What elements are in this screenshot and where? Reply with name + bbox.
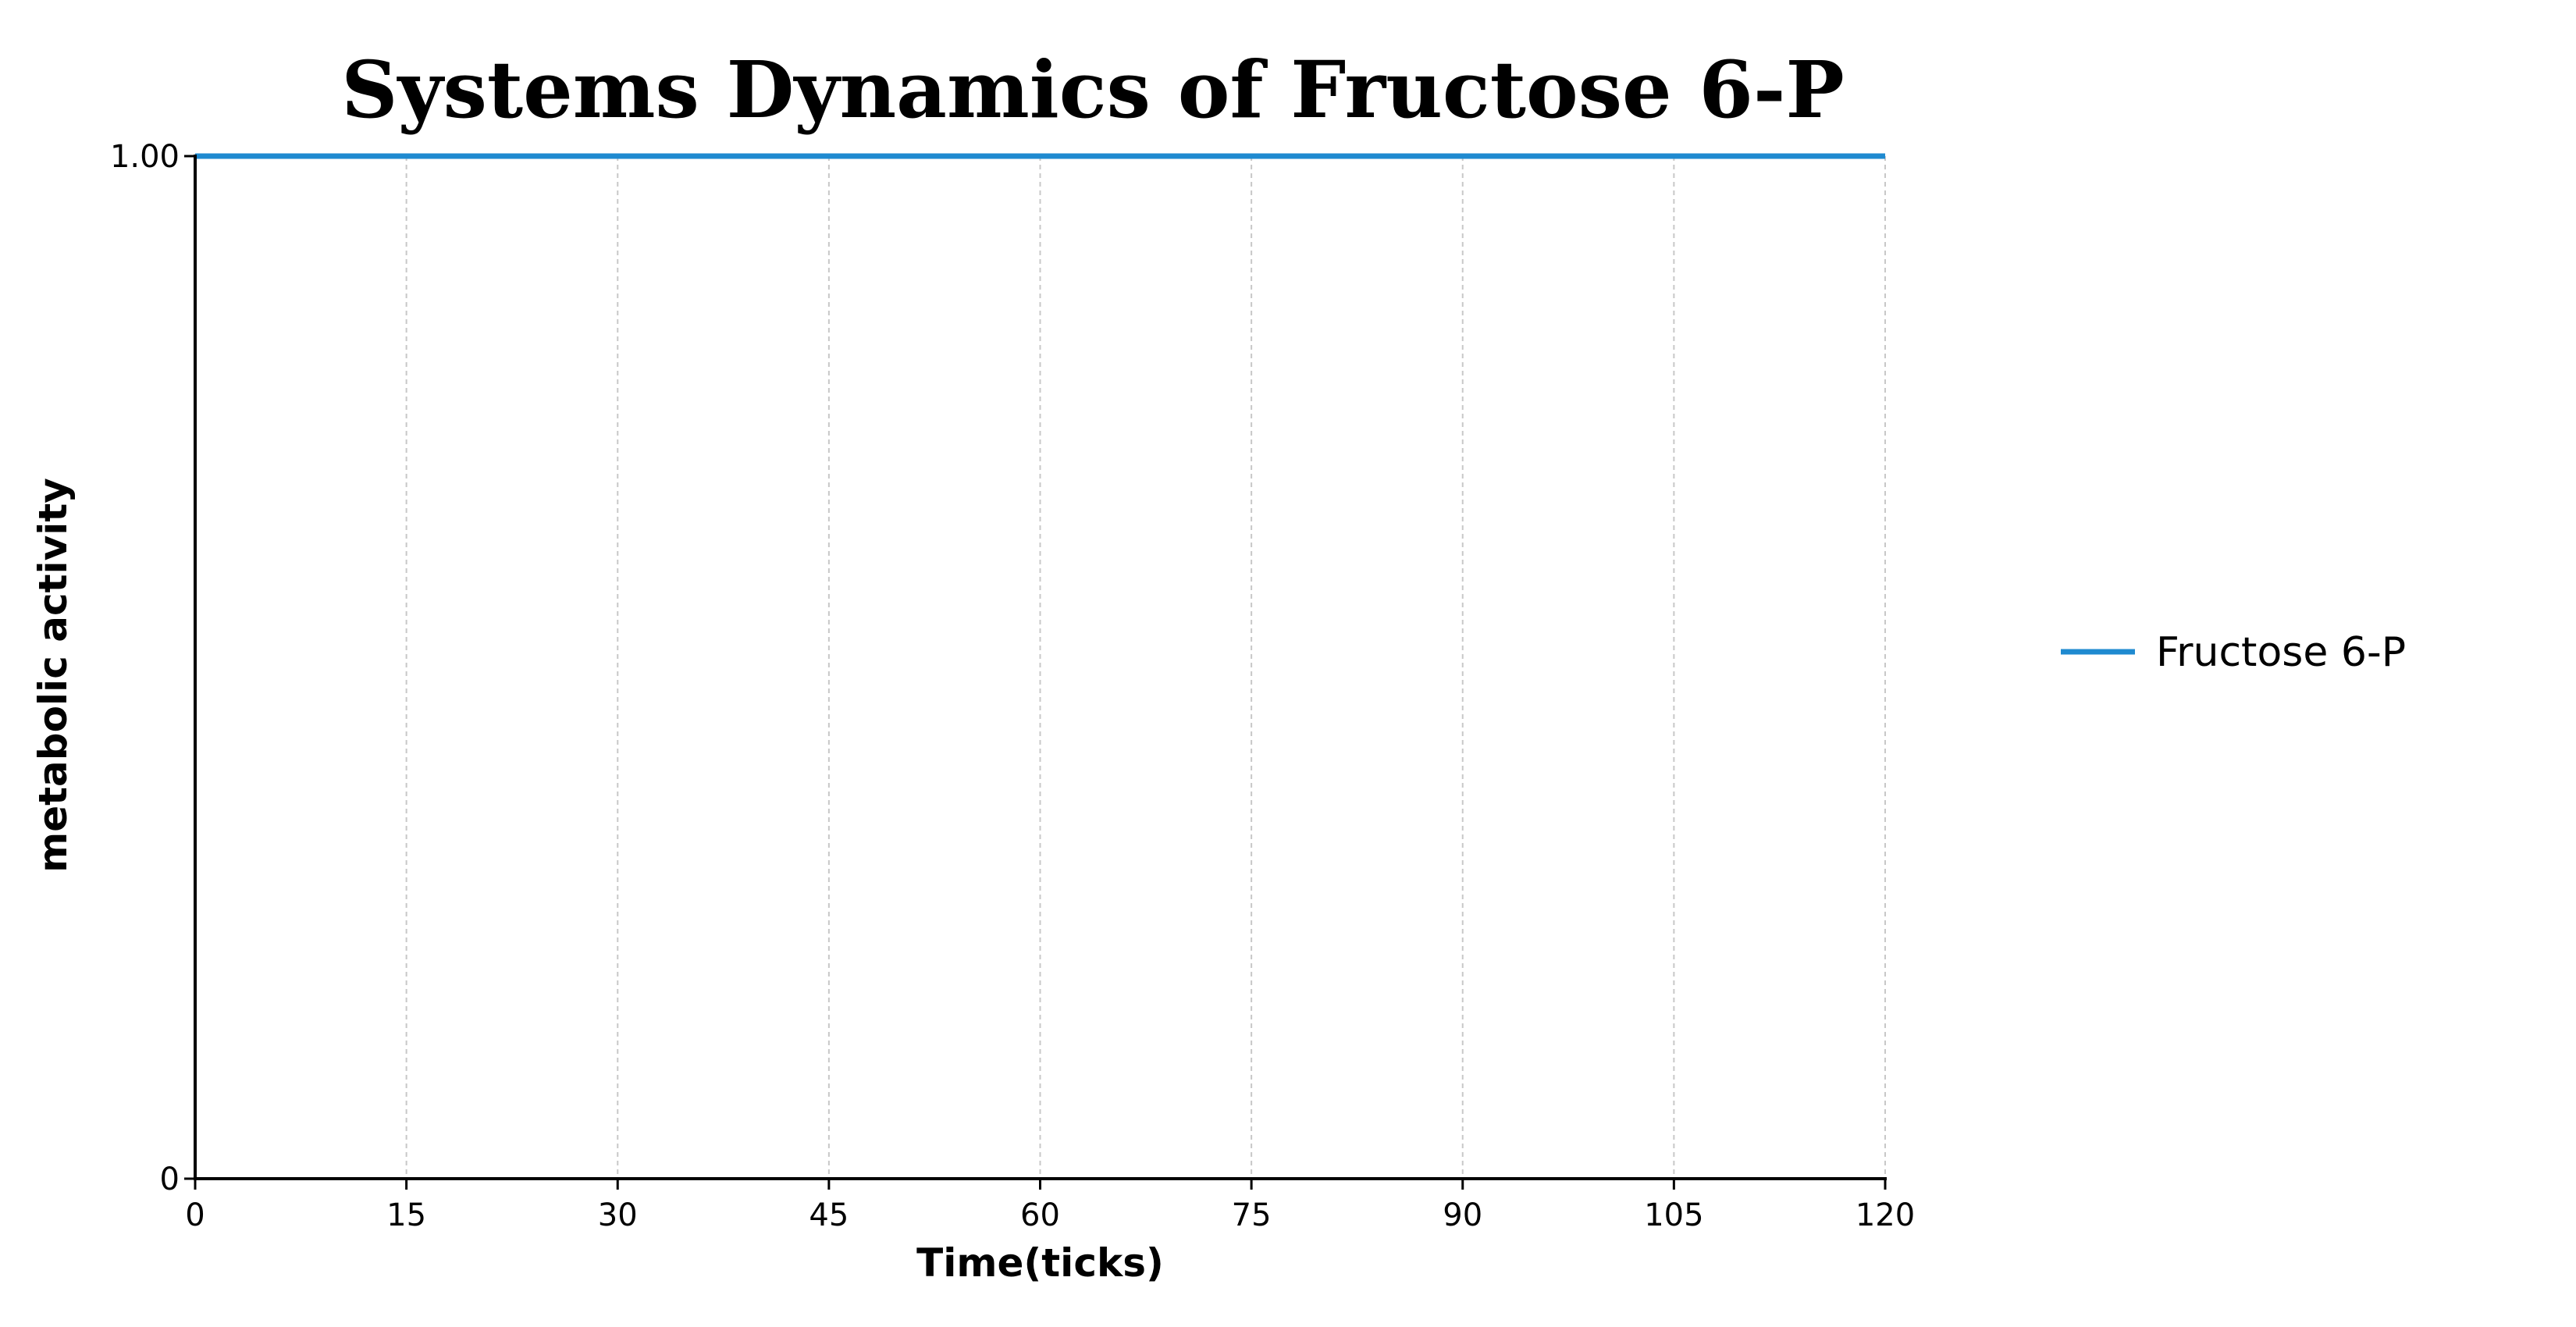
y-tick-label: 1.00 [110,139,180,175]
y-tick-label: 0 [160,1162,180,1197]
grid [405,156,1886,1179]
x-tick-label: 60 [1020,1197,1060,1233]
y-axis-title: metabolic activity [30,478,76,873]
x-ticks: 0 15 30 45 60 75 90 105 120 [185,1179,1915,1233]
x-tick-label: 45 [809,1197,849,1233]
legend: Fructose 6-P [2061,629,2406,676]
x-tick-label: 0 [185,1197,205,1233]
x-tick-label: 120 [1856,1197,1915,1233]
legend-label: Fructose 6-P [2156,629,2406,676]
x-tick-label: 75 [1232,1197,1272,1233]
x-tick-label: 105 [1644,1197,1703,1233]
x-tick-label: 15 [386,1197,426,1233]
x-tick-label: 90 [1443,1197,1482,1233]
y-ticks: 01.00 [110,139,195,1197]
x-axis-title: Time(ticks) [916,1240,1164,1286]
x-tick-label: 30 [598,1197,638,1233]
chart-title: Systems Dynamics of Fructose 6-P [341,44,1844,136]
